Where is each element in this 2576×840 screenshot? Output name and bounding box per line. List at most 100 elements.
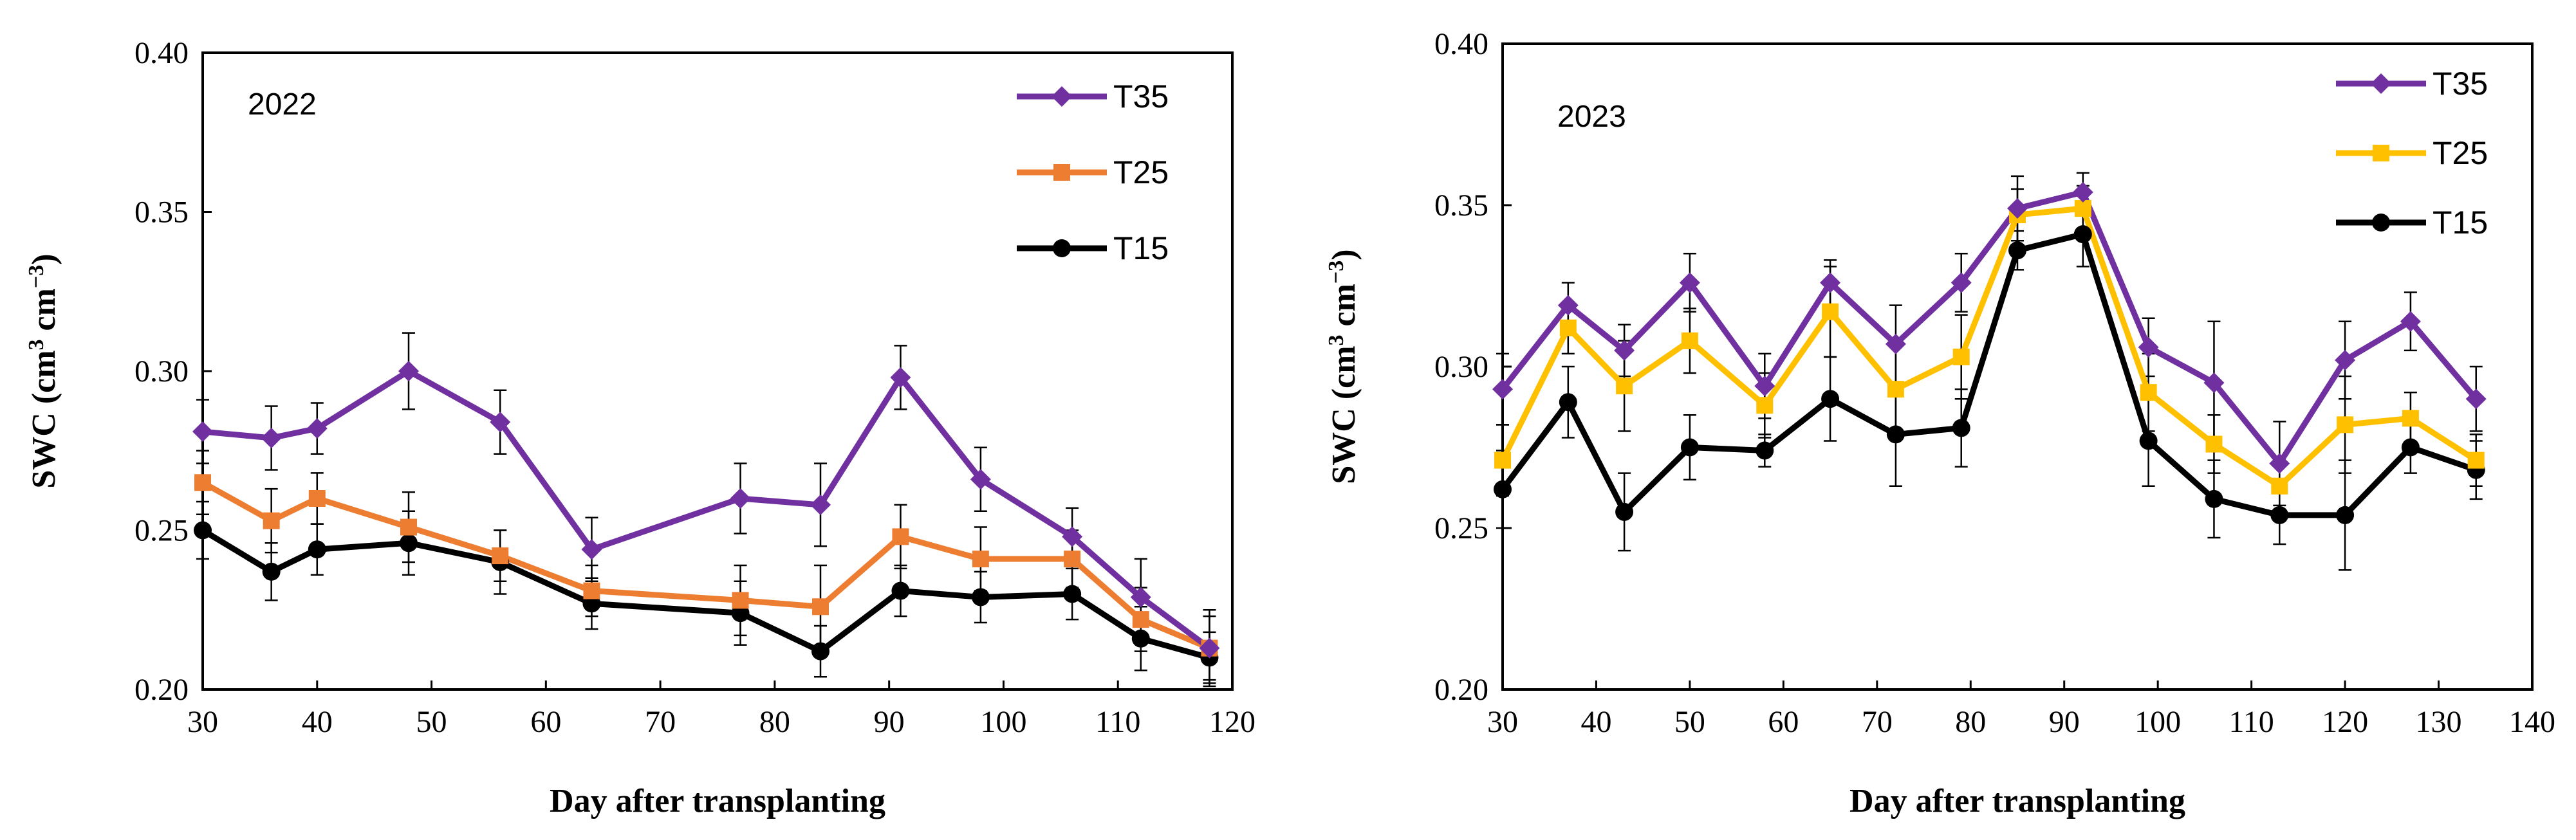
data-point-t25: [583, 582, 600, 599]
legend-label: T35: [2432, 66, 2488, 102]
y-tick-label: 0.30: [1434, 350, 1488, 384]
x-tick-label: 110: [2229, 705, 2274, 739]
data-point-t15: [1615, 502, 1634, 521]
legend: T35 T25 T15: [1017, 78, 1169, 266]
data-point-t35: [1199, 637, 1220, 659]
data-point-t25: [2402, 410, 2419, 427]
legend-marker: [1053, 164, 1070, 181]
data-point-t15: [811, 642, 829, 661]
data-point-t15: [2270, 506, 2289, 524]
x-tick-label: 60: [530, 705, 561, 739]
axis-ticks-group: 30 40 50 60 70 80 90 100 110 120 130 140 0.20 0.25 0.3…: [1434, 27, 2555, 739]
y-axis-title-close: ): [26, 253, 62, 264]
x-tick-label: 40: [302, 705, 333, 739]
y-axis-title-sup-2: −3: [1324, 260, 1348, 284]
x-tick-label: 110: [1095, 705, 1140, 739]
data-point-t25: [1494, 452, 1511, 469]
data-point-t25: [2271, 477, 2288, 495]
data-point-t25: [263, 512, 280, 529]
y-axis-title: SWC (cm3 cm−3): [24, 253, 63, 488]
series-line-t15: [1500, 231, 2478, 518]
y-axis-title-mid: cm: [26, 288, 62, 339]
x-tick-label: 30: [1487, 705, 1518, 739]
y-tick-label: 0.40: [1434, 27, 1488, 61]
data-point-t25: [1132, 611, 1149, 628]
data-point-t35: [2138, 336, 2159, 358]
x-tick-label: 100: [980, 705, 1026, 739]
data-point-t15: [971, 588, 990, 607]
data-point-t35: [1062, 526, 1083, 547]
legend-item-t25: T25: [1017, 154, 1169, 190]
data-point-t25: [400, 518, 417, 536]
data-point-t25: [492, 547, 509, 565]
data-point-t35: [1614, 340, 1635, 361]
legend-item-t15: T15: [2336, 205, 2488, 241]
data-point-t15: [262, 562, 281, 581]
data-point-t35: [490, 412, 511, 433]
series-markers-group: [1492, 181, 2487, 524]
data-point-t35: [2465, 388, 2487, 410]
y-tick-label: 0.35: [1434, 188, 1488, 223]
data-point-t25: [892, 528, 909, 545]
legend-item-t35: T35: [1017, 78, 1169, 114]
data-point-t35: [306, 418, 328, 439]
y-axis-title-sup-1: 3: [24, 339, 48, 350]
legend-marker: [1052, 86, 1072, 107]
data-point-t25: [308, 490, 326, 507]
data-point-t25: [1887, 381, 1904, 398]
axis-ticks-group: 30 40 50 60 70 80 90 100 110 120 0.20 0.25 0.30 0.35 0…: [134, 36, 1256, 739]
x-tick-label: 130: [2416, 705, 2462, 739]
data-point-t35: [730, 488, 751, 509]
x-tick-label: 90: [874, 705, 905, 739]
data-point-t15: [1886, 425, 1905, 444]
y-tick-label: 0.20: [134, 673, 189, 707]
data-point-t35: [1754, 376, 1775, 397]
data-point-t35: [398, 361, 419, 381]
data-point-t25: [1681, 332, 1698, 349]
legend-item-t15: T15: [1017, 230, 1169, 266]
series-line-t15: [201, 527, 1210, 661]
data-point-t35: [2203, 372, 2225, 394]
data-point-t25: [2337, 416, 2354, 434]
x-tick-label: 120: [1209, 705, 1256, 739]
legend-item-t35: T35: [2336, 66, 2488, 102]
panel-year-label: 2023: [1557, 100, 1626, 134]
x-tick-label: 70: [1862, 705, 1893, 739]
data-point-t35: [1820, 272, 1841, 293]
x-tick-label: 50: [416, 705, 447, 739]
data-point-t25: [1064, 551, 1081, 568]
data-point-t25: [2074, 200, 2091, 217]
legend-marker: [2371, 73, 2391, 94]
series-lines-group: [201, 368, 1212, 661]
y-tick-label: 0.20: [1434, 673, 1488, 707]
y-tick-label: 0.40: [134, 36, 189, 70]
data-point-t35: [1951, 272, 1972, 293]
data-point-t35: [261, 427, 282, 448]
data-point-t25: [1822, 303, 1839, 320]
data-point-t35: [2007, 198, 2028, 219]
x-tick-label: 120: [2322, 705, 2368, 739]
x-tick-label: 80: [1955, 705, 1986, 739]
data-point-t35: [2335, 349, 2356, 370]
data-point-t35: [970, 469, 991, 490]
data-point-t35: [810, 494, 831, 515]
data-point-t15: [2401, 438, 2420, 457]
y-tick-label: 0.30: [134, 354, 189, 388]
data-point-t15: [308, 540, 326, 559]
data-point-t25: [2205, 435, 2223, 453]
chart-panel-2023: 30 40 50 60 70 80 90 100 110 120 130 140 0.20 0.25 0.3…: [1324, 27, 2556, 819]
y-axis-title-mid: cm: [1326, 284, 1362, 334]
data-point-t35: [1885, 333, 1906, 354]
data-point-t15: [2139, 432, 2158, 450]
data-point-t35: [2072, 181, 2093, 203]
x-tick-label: 60: [1768, 705, 1799, 739]
x-tick-label: 100: [2135, 705, 2181, 739]
legend-label: T35: [1113, 78, 1169, 114]
data-point-t25: [1756, 397, 1774, 414]
data-point-t25: [1616, 378, 1633, 395]
data-point-t15: [1131, 629, 1150, 648]
data-point-t15: [1952, 419, 1970, 437]
data-point-t25: [732, 592, 749, 609]
data-point-t15: [2008, 241, 2026, 260]
